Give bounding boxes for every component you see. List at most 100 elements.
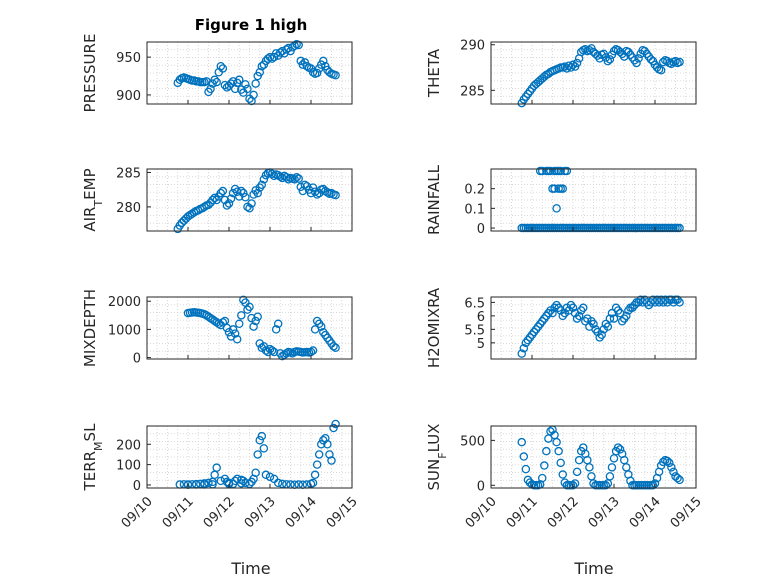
data-point (257, 180, 267, 190)
y-tick-label: 1000 (108, 323, 141, 338)
data-point (605, 55, 615, 64)
data-point (234, 75, 244, 85)
data-point (243, 84, 252, 94)
data-point (306, 188, 316, 198)
data-point (568, 60, 578, 70)
data-point (265, 52, 275, 62)
y-axis-label: TERRMSL (81, 423, 105, 492)
data-point (308, 478, 318, 488)
data-point (232, 187, 242, 196)
data-point (667, 463, 676, 472)
y-tick-label: 100 (116, 459, 141, 474)
y-tick-label: 6 (477, 310, 485, 325)
data-point (208, 195, 217, 205)
data-point (204, 478, 213, 488)
data-point (251, 468, 260, 478)
data-point (226, 194, 236, 203)
data-point (548, 308, 557, 318)
data-point (609, 46, 619, 56)
data-point (560, 62, 570, 71)
data-point (622, 311, 631, 321)
data-point (663, 456, 672, 466)
data-point (241, 478, 250, 488)
data-point (220, 80, 230, 90)
x-axis-label-right: Time (573, 559, 613, 578)
data-point (222, 323, 232, 333)
y-axis-label: PRESSURE (81, 34, 99, 113)
data-point (607, 463, 617, 472)
data-point (308, 67, 318, 77)
data-point (312, 68, 322, 78)
data-point (228, 188, 238, 198)
data-point (218, 64, 228, 73)
y-tick-label: 6.5 (464, 296, 485, 311)
data-point (331, 419, 340, 429)
y-tick-label: 950 (116, 51, 141, 66)
y-axis-label: H2OMIXRA (425, 287, 443, 368)
data-point (675, 57, 684, 67)
data-point (292, 173, 301, 182)
data-point (247, 199, 256, 208)
y-tick-label: 290 (460, 39, 485, 54)
data-point (316, 440, 326, 449)
data-point (519, 452, 529, 461)
data-point (300, 180, 310, 190)
y-axis-label: AIRTEMP (81, 168, 105, 231)
axes-box (490, 168, 697, 232)
y-tick-label: 200 (116, 438, 141, 453)
data-point (609, 314, 619, 323)
data-point (273, 478, 283, 488)
data-point (574, 455, 584, 465)
data-point (210, 75, 219, 85)
data-point (327, 456, 336, 465)
data-point (605, 472, 615, 481)
data-point (249, 322, 258, 331)
data-point (212, 77, 221, 87)
data-point (564, 61, 574, 70)
data-point (261, 470, 271, 480)
data-point (241, 192, 250, 202)
y-tick-label: 5.5 (464, 323, 485, 338)
data-point (675, 298, 684, 307)
axes-box (146, 168, 353, 232)
data-point (310, 470, 320, 480)
data-point (632, 58, 641, 68)
y-tick-label: 0 (477, 479, 485, 494)
data-point (200, 202, 209, 212)
data-point (261, 346, 271, 355)
data-point (249, 90, 258, 100)
subplot-rainfall: 0 0.1 0.2 RAINFALL (425, 164, 697, 237)
data-point (206, 84, 215, 94)
y-tick-label: 0 (133, 479, 141, 494)
data-point (585, 463, 594, 472)
figure-title: Figure 1 high (195, 16, 308, 34)
data-point (572, 58, 582, 68)
y-axis-label: RAINFALL (425, 164, 443, 235)
data-point (542, 446, 551, 456)
data-point (671, 56, 680, 66)
data-point (556, 458, 565, 468)
data-point (308, 346, 318, 355)
data-point (312, 460, 322, 469)
data-point (568, 481, 578, 490)
data-point (589, 319, 598, 329)
data-point (648, 481, 658, 490)
data-point (558, 184, 568, 193)
axes-box (146, 425, 353, 489)
data-point (669, 467, 678, 477)
data-point (331, 343, 340, 352)
data-point (634, 54, 643, 63)
data-point (603, 322, 613, 331)
y-tick-label: 285 (116, 166, 141, 181)
subplot-pressure: 900 950 PRESSURE (81, 34, 353, 113)
data-point (239, 188, 248, 198)
data-point (228, 77, 238, 86)
data-point (605, 314, 615, 323)
data-point (224, 199, 234, 208)
y-axis-label: SUNFLUX (425, 424, 449, 491)
data-point (284, 175, 293, 184)
data-point (263, 54, 273, 63)
y-tick-label: 280 (116, 201, 141, 216)
data-point (294, 40, 303, 50)
